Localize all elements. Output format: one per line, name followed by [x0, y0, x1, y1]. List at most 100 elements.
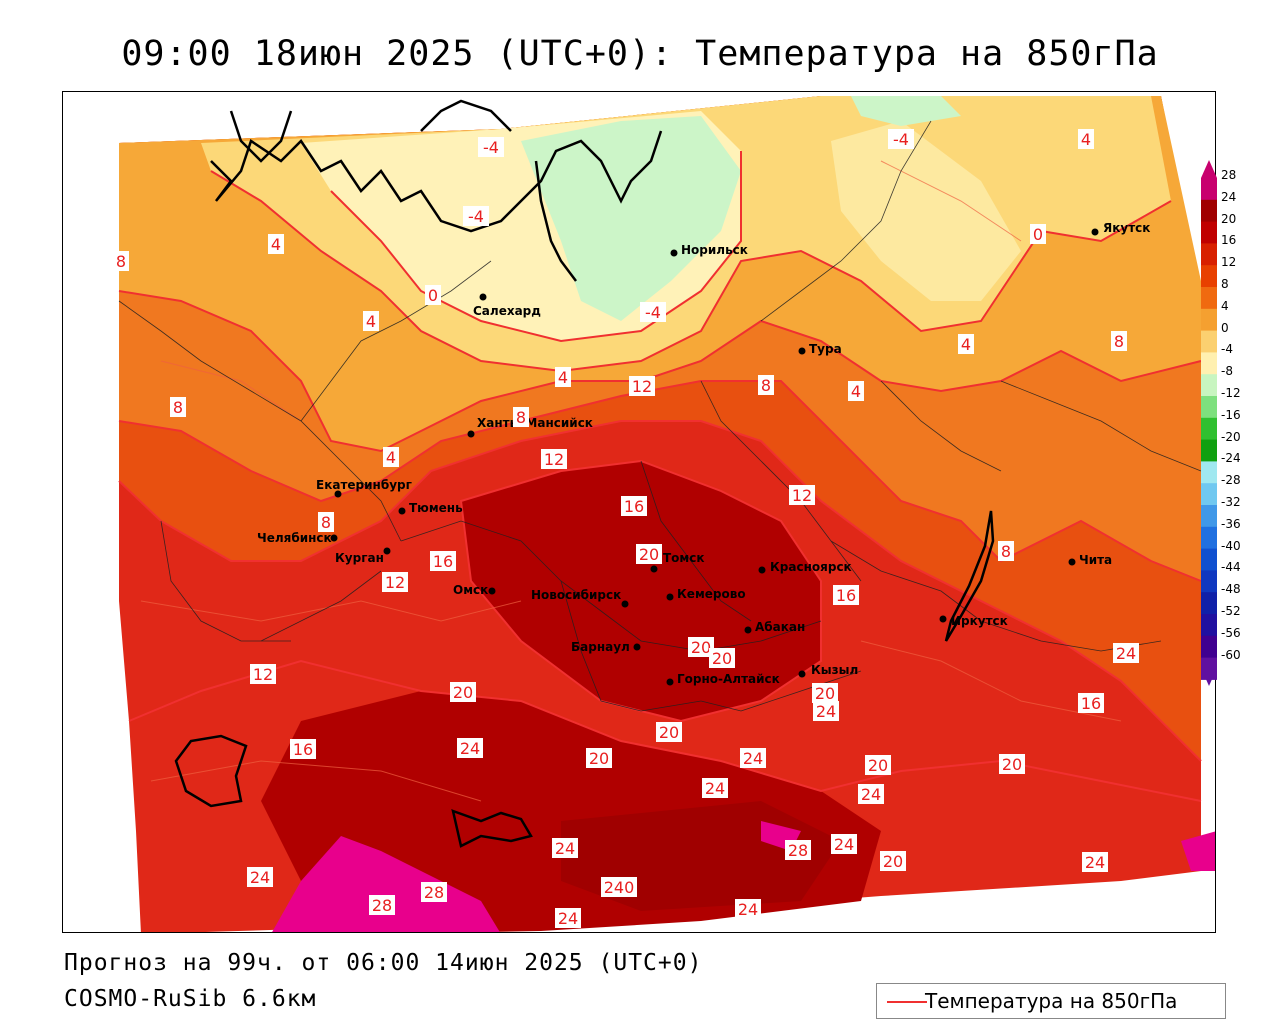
model-name: COSMO-RuSib 6.6км	[64, 986, 317, 1012]
colorbar-tick-label: -24	[1221, 451, 1241, 466]
isotherm-label: 12	[792, 486, 812, 505]
isotherm-label: 16	[433, 552, 453, 571]
colorbar-tick-label: -16	[1221, 407, 1241, 422]
colorbar-cell	[1201, 570, 1217, 593]
map-title: 09:00 18июн 2025 (UTC+0): Температура на…	[121, 34, 1159, 74]
colorbar-tick-label: 4	[1221, 298, 1229, 313]
map-legend: Температура на 850гПа	[876, 983, 1226, 1019]
isotherm-label-box	[813, 701, 839, 721]
isotherm-label: 12	[544, 450, 564, 469]
colorbar-cell	[1201, 505, 1217, 528]
city-label-omsk: Омск	[453, 583, 488, 597]
isotherm-label-box	[1082, 852, 1108, 872]
isotherm-label: 8	[321, 513, 331, 532]
isotherm-label-box	[831, 834, 857, 854]
isotherm-label: 20	[868, 756, 888, 775]
city-label-kurgan: Курган	[335, 551, 384, 565]
colorbar-cell	[1201, 614, 1217, 637]
temperature-map: Норильск Салехард Якутск Тура Ханты-Манс…	[63, 92, 1215, 932]
isotherm-label-box	[740, 748, 766, 768]
isotherm-label-box	[113, 251, 129, 271]
isotherm-label-box	[463, 206, 489, 226]
isotherm-label-box	[999, 754, 1025, 774]
colorbar-tick-label: 20	[1221, 211, 1237, 226]
isotherm-label: 8	[761, 376, 771, 395]
colorbar-tick-label: 8	[1221, 277, 1229, 291]
isotherm-label: 8	[1001, 542, 1011, 561]
isotherm-label: 8	[516, 408, 526, 427]
city-label-khanty-mansiysk: Ханты-Мансийск	[477, 416, 593, 430]
isotherm-label-box	[636, 544, 662, 564]
colorbar-tick-label: -44	[1221, 560, 1241, 575]
city-label-chelyabinsk: Челябинск	[257, 531, 332, 545]
colorbar-cell	[1201, 352, 1217, 375]
isotherm-label: 4	[271, 235, 281, 254]
isotherm-label: 24	[555, 839, 575, 858]
isotherm-label: 24	[705, 779, 725, 798]
colorbar-tick-label: -40	[1221, 538, 1241, 553]
isotherm-label-box	[513, 407, 529, 427]
map-frame: Норильск Салехард Якутск Тура Ханты-Манс…	[62, 91, 1216, 933]
isotherm-label: 20	[589, 749, 609, 768]
colorbar-tick-label: 24	[1221, 189, 1237, 204]
colorbar-cell	[1201, 330, 1217, 353]
isotherm-label-box	[1111, 331, 1127, 351]
colorbar-tick-label: -32	[1221, 495, 1241, 509]
colorbar-cell	[1201, 592, 1217, 615]
isotherm-label-box	[880, 851, 906, 871]
colorbar-tick-label: 16	[1221, 233, 1237, 248]
isotherm-label-box	[1078, 129, 1094, 149]
colorbar-cell	[1201, 548, 1217, 571]
isotherm-label: 4	[558, 368, 568, 387]
colorbar-cell	[1201, 221, 1217, 244]
colorbar-tick-label: -28	[1221, 473, 1241, 488]
city-label-krasnoyarsk: Красноярск	[770, 560, 852, 574]
city-label-gorno-altaysk: Горно-Алтайск	[677, 672, 780, 686]
isotherm-label: 0	[1033, 225, 1043, 244]
isotherm-label-box	[457, 738, 483, 758]
isotherm-label: 24	[558, 909, 578, 928]
isotherm-label-box	[709, 648, 735, 668]
isotherm-label: 4	[851, 382, 861, 401]
city-label-tomsk: Томск	[663, 551, 705, 565]
colorbar-tick-label: -36	[1221, 516, 1241, 531]
colorbar-cell	[1201, 417, 1217, 441]
isotherm-label-box	[1078, 693, 1104, 713]
colorbar-cell	[1201, 635, 1217, 659]
isotherm-label: 8	[173, 398, 183, 417]
colorbar-cell	[1201, 396, 1217, 419]
city-label-norilsk: Норильск	[681, 243, 748, 257]
isotherm-label: 24	[834, 835, 854, 854]
isotherm-label: 24	[1085, 853, 1105, 872]
colorbar-tick-label: -8	[1221, 364, 1233, 379]
isotherm-label-box	[629, 376, 655, 396]
isotherm-label-box	[318, 512, 334, 532]
isotherm-label: 12	[253, 665, 273, 684]
isotherm-label: 20	[883, 852, 903, 871]
isotherm-label-box	[601, 877, 637, 897]
colorbar-tick-label: -12	[1221, 386, 1241, 400]
isotherm-label-box	[640, 302, 666, 322]
city-label-yekaterinburg: Екатеринбург	[316, 478, 412, 492]
city-label-tyumen: Тюмень	[409, 501, 463, 515]
isotherm-label-box	[735, 899, 761, 919]
isotherm-label: 16	[1081, 694, 1101, 713]
isotherm-label: 28	[788, 841, 808, 860]
isotherm-label-box	[541, 449, 567, 469]
isotherm-label: 4	[386, 448, 396, 467]
colorbar-cell	[1201, 439, 1217, 462]
isotherm-label: 12	[632, 377, 652, 396]
city-label-irkutsk: Иркутск	[951, 614, 1008, 628]
colorbar-cell	[1201, 483, 1217, 506]
city-label-kemerovo: Кемерово	[677, 587, 746, 601]
isotherm-label: 24	[738, 900, 758, 919]
isotherm-label-box	[552, 838, 578, 858]
isotherm-label-box	[382, 572, 408, 592]
isotherm-label-box	[170, 397, 186, 417]
isotherm-label-box	[421, 882, 447, 902]
isotherm-label-box	[865, 755, 891, 775]
isotherm-label: 28	[424, 883, 444, 902]
isotherm-label: 20	[815, 684, 835, 703]
isotherm-label: -4	[468, 207, 484, 226]
isotherm-label: -4	[893, 130, 909, 149]
